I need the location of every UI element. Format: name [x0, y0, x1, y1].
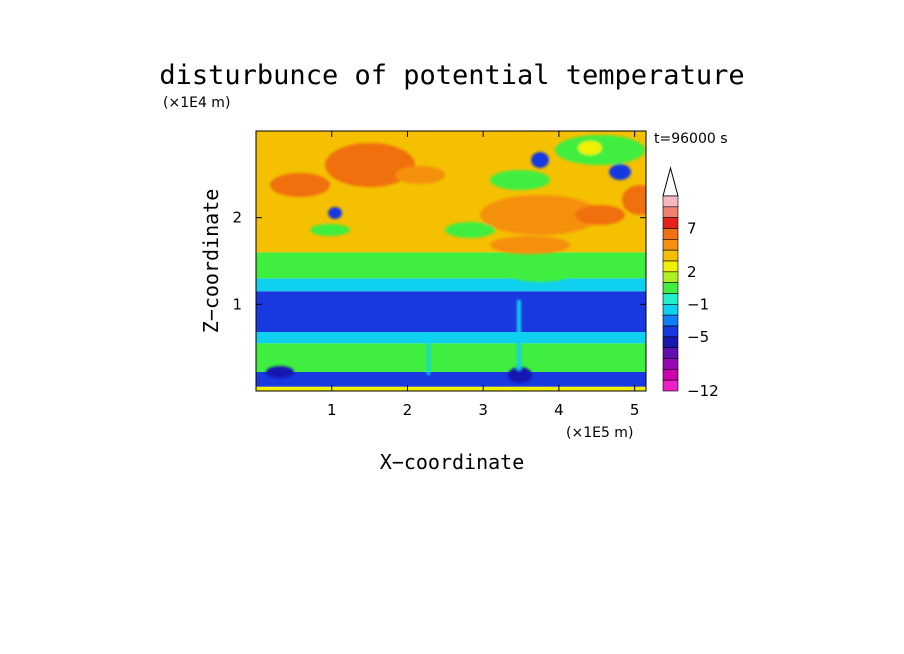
- x-tick-label: 5: [630, 401, 640, 419]
- colorbar-cell: [662, 347, 679, 359]
- warm-cell: [575, 205, 625, 225]
- cool-cell: [310, 224, 350, 236]
- colorbar-cell: [662, 282, 679, 294]
- colorbar: 7 2 −1 −5 −12: [662, 166, 719, 400]
- cold-cell: [328, 207, 342, 219]
- colorbar-cell: [662, 293, 679, 305]
- cold-cell: [531, 152, 549, 168]
- colorbar-cell: [662, 228, 679, 240]
- contour-band: [256, 386, 646, 391]
- warm-cell: [622, 185, 646, 215]
- colorbar-extend-arrow: [662, 166, 679, 197]
- colorbar-cell: [662, 260, 679, 273]
- contour-blobs: [266, 135, 646, 383]
- colorbar-label: 7: [687, 220, 697, 238]
- colorbar-cell: [662, 195, 679, 208]
- colorbar-cell: [662, 271, 679, 283]
- cool-cell: [445, 222, 495, 238]
- x-tick-label: 3: [478, 401, 488, 419]
- contour-band: [256, 291, 646, 333]
- colorbar-cell: [662, 314, 679, 327]
- colorbar-cell: [662, 336, 679, 348]
- x-tick-label: 1: [327, 401, 337, 419]
- colorbar-cell: [662, 239, 679, 251]
- warm-cell: [270, 173, 330, 197]
- contour-field: [256, 131, 646, 391]
- x-unit-label: (×1E5 m): [566, 425, 633, 441]
- warm-cell: [395, 166, 445, 184]
- y-tick-label: 1: [232, 295, 242, 313]
- warm-cell: [490, 236, 570, 254]
- x-tick-label: 2: [403, 401, 413, 419]
- contour-band: [256, 278, 646, 292]
- warm-cell: [480, 195, 600, 235]
- colorbar-cell: [662, 304, 679, 316]
- vertical-plume: [517, 300, 521, 370]
- colorbar-cell: [662, 249, 679, 262]
- x-axis-label: X−coordinate: [380, 450, 525, 474]
- cold-cell: [266, 366, 294, 378]
- contour-band: [256, 343, 646, 372]
- colorbar-label: 2: [687, 263, 697, 281]
- colorbar-label: −1: [687, 295, 709, 313]
- contour-bands: [256, 131, 646, 391]
- contour-band: [256, 252, 646, 279]
- cold-cell: [609, 164, 631, 180]
- y-unit-label: (×1E4 m): [163, 95, 230, 111]
- colorbar-label: −5: [687, 328, 709, 346]
- colorbar-cell: [662, 325, 679, 338]
- cool-cell: [490, 170, 550, 190]
- axis-ticks: 1 2 3 4 5 1 2: [232, 131, 646, 419]
- y-tick-label: 2: [232, 209, 242, 227]
- colorbar-cell: [662, 379, 679, 392]
- colorbar-cell: [662, 358, 679, 370]
- y-axis-label: Z−coordinate: [199, 189, 223, 334]
- time-label: t=96000 s: [654, 131, 728, 147]
- colorbar-cell: [662, 217, 679, 229]
- colorbar-label: −12: [687, 382, 719, 400]
- contour-band: [256, 332, 646, 344]
- contour-band: [256, 371, 646, 387]
- warm-cell: [578, 141, 602, 155]
- colorbar-cell: [662, 369, 679, 381]
- chart-title: disturbunce of potential temperature: [159, 60, 744, 91]
- colorbar-cell: [662, 206, 679, 218]
- vertical-plume: [427, 335, 430, 375]
- cold-cell: [508, 367, 532, 383]
- plot-frame: [255, 130, 647, 392]
- cool-cell: [510, 268, 570, 282]
- x-tick-label: 4: [554, 401, 564, 419]
- warm-cell: [325, 143, 415, 187]
